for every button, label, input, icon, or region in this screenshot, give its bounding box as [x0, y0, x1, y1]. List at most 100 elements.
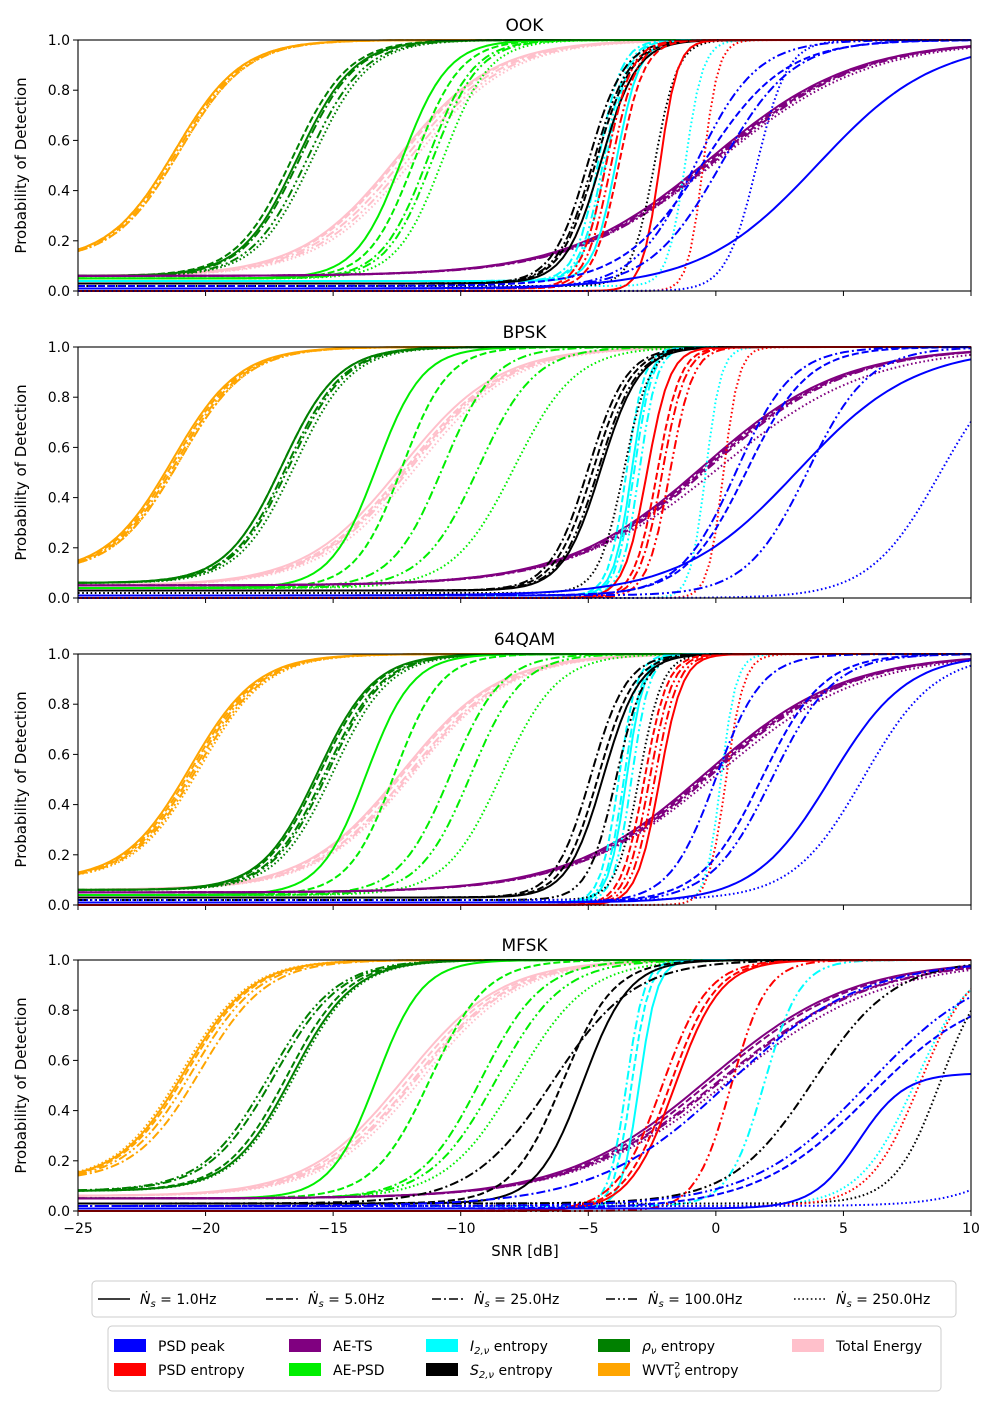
- method-legend: PSD peak PSD entropy AE-TS AE-PSD I2,ν entro…: [107, 1325, 942, 1392]
- plot-frame: [77, 653, 972, 906]
- method-name: ρ: [642, 1339, 651, 1355]
- rate-legend-label: Ṅs = 100.0Hz: [648, 1290, 742, 1310]
- y-tick-label: 0.0: [48, 591, 70, 607]
- curve-ae-ts-100-0hz: [78, 45, 971, 277]
- curve-total-energy-100-0hz: [78, 959, 971, 1197]
- rate-legend-label: Ṅs = 250.0Hz: [836, 1290, 930, 1310]
- rate-subscript: s: [318, 1299, 323, 1310]
- curve-total-energy-250-0hz: [78, 346, 971, 587]
- method-suffix: entropy: [489, 1339, 548, 1355]
- rate-subscript: s: [484, 1299, 489, 1310]
- curve-ae-psd-25-0hz: [78, 346, 971, 589]
- rate-legend-box: [91, 1280, 957, 1318]
- rate-symbol: Ṅ: [648, 1290, 659, 1308]
- curve-total-energy-25-0hz: [78, 346, 971, 587]
- curve-ae-ts-100-0hz: [78, 658, 971, 894]
- x-tick-label: 5: [839, 1221, 848, 1237]
- curve-psd-peak-100-0hz: [78, 653, 971, 904]
- panel-title: BPSK: [503, 323, 548, 343]
- method-legend-label: PSD peak: [158, 1339, 226, 1355]
- method-swatch: [114, 1339, 146, 1352]
- panel-bpsk: BPSK 0.0 0.2 0.4 0.6 0.8 1.0 Probability of Det…: [12, 323, 972, 607]
- curve-psd-peak-25-0hz: [78, 965, 971, 1207]
- y-tick-label: 1.0: [48, 340, 70, 356]
- rate-value: 5.0Hz: [344, 1292, 384, 1308]
- rate-legend-label: Ṅs = 25.0Hz: [474, 1290, 559, 1310]
- method-sub: 2,ν: [474, 1346, 490, 1357]
- rate-legend-label: Ṅs = 1.0Hz: [140, 1290, 216, 1310]
- method-name: Total Energy: [835, 1339, 922, 1355]
- method-legend-label: Total Energy: [835, 1339, 922, 1355]
- x-tick-label: −15: [318, 1221, 348, 1237]
- x-tick-label: −5: [578, 1221, 599, 1237]
- curve-s2-entropy-5-0hz: [78, 959, 971, 1205]
- method-swatch: [426, 1363, 458, 1376]
- method-swatch: [426, 1339, 458, 1352]
- plot-frame: [77, 959, 972, 1212]
- curve-psd-peak-100-0hz: [78, 347, 971, 597]
- method-suffix: entropy: [656, 1339, 715, 1355]
- method-name: AE-PSD: [333, 1363, 385, 1379]
- curve-psd-peak-100-0hz: [78, 39, 971, 290]
- method-swatch: [792, 1339, 824, 1352]
- curve-ae-ts-25-0hz: [78, 351, 971, 587]
- curve-wvt-entropy-250-0hz: [78, 346, 971, 564]
- curve-ae-ts-100-0hz: [78, 967, 971, 1200]
- method-name: PSD peak: [158, 1339, 226, 1355]
- rate-subscript: s: [658, 1299, 663, 1310]
- curve-ae-ts-5-0hz: [78, 351, 971, 587]
- x-axis-label: SNR [dB]: [491, 1242, 558, 1260]
- plot-frame: [77, 346, 972, 599]
- curve-s2-entropy-100-0hz: [78, 39, 971, 285]
- curve-ae-psd-25-0hz: [78, 653, 971, 896]
- curve-ae-psd-5-0hz: [78, 959, 971, 1200]
- curve-psd-peak-5-0hz: [78, 1015, 971, 1210]
- x-tick-label: 0: [711, 1221, 720, 1237]
- panel-mfsk: MFSK 0.0 0.2 0.4 0.6 0.8 1.0 −25 −20 −15 −10 −5 0 5 10…: [12, 936, 980, 1237]
- rate-value: 250.0Hz: [872, 1292, 930, 1308]
- method-legend-label: I2,ν entropy: [470, 1339, 548, 1357]
- method-legend-box: [107, 1325, 942, 1392]
- rate-symbol: Ṅ: [474, 1290, 485, 1308]
- y-tick-label: 0.4: [48, 491, 70, 507]
- y-tick-label: 0.2: [48, 234, 70, 250]
- curve-rho-entropy-5-0hz: [78, 346, 971, 584]
- curve-rho-entropy-100-0hz: [78, 653, 971, 891]
- method-legend-label: AE-PSD: [333, 1363, 385, 1379]
- y-tick-label: 0.8: [48, 83, 70, 99]
- rate-symbol: Ṅ: [140, 1290, 151, 1308]
- curve-psd-peak-250-0hz: [78, 1189, 971, 1207]
- plot-frame: [77, 39, 972, 292]
- panel-ook: OOK 0.0 0.2 0.4 0.6 0.8 1.0 Probability of Dete…: [12, 16, 972, 300]
- curves: [78, 39, 971, 292]
- method-name: AE-TS: [333, 1339, 373, 1355]
- method-legend-label: AE-TS: [333, 1339, 373, 1355]
- curve-ae-ts-5-0hz: [78, 658, 971, 894]
- curve-total-energy-100-0hz: [78, 653, 971, 891]
- y-axis-label: Probability of Detection: [12, 691, 30, 867]
- y-tick-label: 0.4: [48, 1104, 70, 1120]
- method-legend-items: PSD peak PSD entropy AE-TS AE-PSD I2,ν entro…: [114, 1339, 922, 1381]
- method-swatch: [289, 1339, 321, 1352]
- panels: OOK 0.0 0.2 0.4 0.6 0.8 1.0 Probability of Dete…: [12, 16, 980, 1237]
- curve-total-energy-100-0hz: [78, 39, 971, 277]
- panel-title: OOK: [506, 16, 545, 36]
- x-tick-label: −20: [191, 1221, 221, 1237]
- rate-value: 100.0Hz: [684, 1292, 742, 1308]
- method-sup: 2: [674, 1361, 680, 1372]
- y-tick-label: 0.6: [48, 440, 70, 456]
- curve-rho-entropy-5-0hz: [78, 39, 971, 277]
- y-axis-label: Probability of Detection: [12, 384, 30, 560]
- x-tick-label: −10: [446, 1221, 476, 1237]
- rate-legend: Ṅs = 1.0Hz Ṅs = 5.0Hz Ṅs = 25.0Hz Ṅs = …: [91, 1280, 957, 1318]
- curve-ae-psd-250-0hz: [78, 653, 971, 896]
- panel-title: 64QAM: [494, 630, 555, 650]
- method-swatch: [598, 1339, 630, 1352]
- y-tick-label: 0.2: [48, 1154, 70, 1170]
- rate-subscript: s: [150, 1299, 155, 1310]
- curve-ae-ts-250-0hz: [78, 659, 971, 894]
- x-tick-label: −25: [63, 1221, 93, 1237]
- y-tick-label: 0.0: [48, 1204, 70, 1220]
- x-tick-label: 10: [962, 1221, 980, 1237]
- method-legend-label: PSD entropy: [158, 1363, 245, 1379]
